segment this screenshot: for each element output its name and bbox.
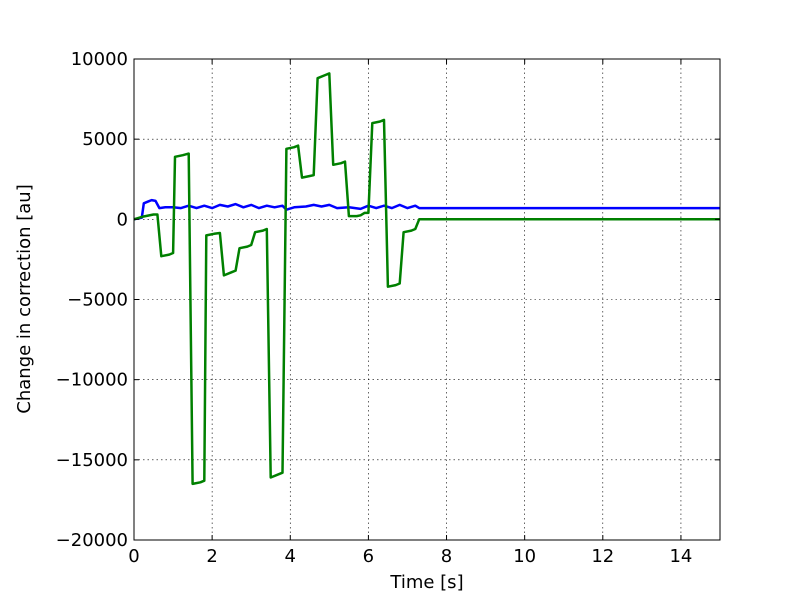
x-axis-label: Time [s] bbox=[389, 572, 463, 593]
x-tick-label: 6 bbox=[363, 546, 374, 567]
y-tick-label: 10000 bbox=[71, 49, 128, 70]
x-tick-label: 14 bbox=[669, 546, 692, 567]
x-tick-label: 10 bbox=[513, 546, 536, 567]
y-tick-label: −15000 bbox=[56, 450, 128, 471]
x-tick-label: 8 bbox=[441, 546, 452, 567]
series-line-1 bbox=[133, 198, 720, 221]
x-tick-label: 0 bbox=[128, 546, 139, 567]
series-line-2 bbox=[133, 72, 720, 486]
series-layer bbox=[133, 72, 720, 486]
x-tick-label: 4 bbox=[285, 546, 296, 567]
grid bbox=[133, 58, 720, 541]
y-tick-label: −10000 bbox=[56, 370, 128, 391]
y-axis-label: Change in correction [au] bbox=[14, 184, 35, 413]
y-tick-label: 5000 bbox=[82, 129, 128, 150]
ticks: 0 2 4 6 8 10 12 14 −20000 −15000 −10000 −5000 0 5000 1… bbox=[56, 49, 720, 567]
x-tick-label: 2 bbox=[206, 546, 217, 567]
x-tick-label: 12 bbox=[591, 546, 614, 567]
y-tick-label: −5000 bbox=[67, 290, 128, 311]
y-tick-label: −20000 bbox=[56, 530, 128, 551]
y-tick-label: 0 bbox=[117, 209, 128, 230]
